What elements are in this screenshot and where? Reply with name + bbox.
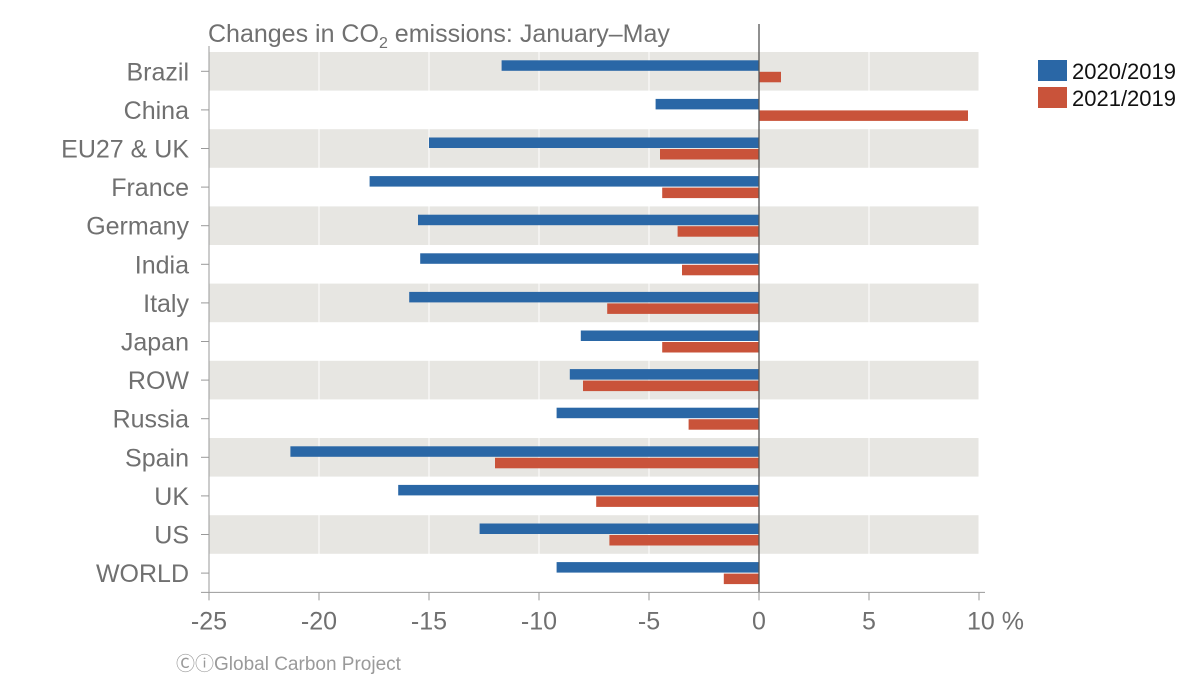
- x-tick-label: -10: [521, 607, 557, 635]
- bar-2021-eu27-uk: [660, 149, 759, 160]
- bar-2020-brazil: [501, 60, 759, 71]
- row-band: [209, 52, 979, 91]
- category-label: ROW: [128, 367, 190, 395]
- bar-2020-uk: [398, 484, 759, 496]
- x-tick-label: -25: [191, 607, 227, 635]
- bar-2020-spain: [290, 446, 759, 457]
- bar-2021-japan: [662, 342, 759, 353]
- row-band: [209, 129, 979, 168]
- bar-2020-italy: [409, 291, 759, 303]
- row-band: [209, 438, 979, 477]
- category-label: UK: [154, 483, 189, 511]
- bar-2020-row: [569, 369, 759, 380]
- bar-2021-russia: [688, 419, 759, 430]
- bar-2020-china: [655, 98, 759, 110]
- category-label: WORLD: [96, 560, 189, 588]
- category-label: India: [135, 251, 189, 279]
- x-tick-label: 0: [752, 607, 766, 635]
- x-tick-label: -15: [411, 607, 447, 635]
- category-label: Spain: [125, 444, 189, 472]
- bar-2020-japan: [580, 330, 759, 341]
- legend-swatch-2020: [1038, 60, 1067, 81]
- bar-2021-italy: [607, 303, 759, 314]
- legend-swatch-2021: [1038, 87, 1067, 108]
- bar-2020-france: [369, 176, 759, 187]
- bar-2020-india: [420, 253, 759, 264]
- category-label: Japan: [121, 329, 189, 357]
- chart-title-main: Changes in CO: [208, 20, 379, 48]
- bar-2021-china: [759, 110, 968, 121]
- category-label: EU27 & UK: [61, 136, 189, 164]
- bar-2021-brazil: [759, 71, 781, 83]
- x-tick-label: 5: [862, 607, 876, 635]
- row-band: [209, 283, 979, 323]
- bar-2020-world: [556, 562, 759, 573]
- chart-title: Changes in CO2 emissions: January–May: [208, 20, 670, 53]
- bar-2021-spain: [495, 457, 759, 469]
- category-label: US: [154, 522, 189, 550]
- category-label: France: [111, 174, 189, 202]
- bar-2021-india: [682, 264, 759, 276]
- legend-label-2020: 2020/2019: [1072, 59, 1176, 84]
- row-band: [209, 515, 979, 554]
- x-tick-label: -5: [638, 607, 660, 635]
- bar-2021-world: [723, 573, 759, 585]
- bar-2020-russia: [556, 407, 759, 419]
- chart-title-rest: emissions: January–May: [387, 20, 670, 48]
- row-band: [209, 206, 979, 245]
- bar-2021-germany: [677, 226, 759, 237]
- bar-2020-germany: [418, 214, 759, 226]
- bar-2021-france: [662, 187, 759, 199]
- chart-title-subscript: 2: [378, 35, 388, 52]
- x-tick-label: 10 %: [967, 607, 1024, 635]
- bar-2021-uk: [596, 496, 759, 507]
- bar-2021-us: [609, 535, 759, 546]
- category-label: Germany: [86, 213, 189, 241]
- bar-2021-row: [583, 380, 759, 392]
- credit-text: ⒸⓘGlobal Carbon Project: [176, 654, 401, 675]
- category-label: Russia: [113, 406, 190, 434]
- row-band: [209, 360, 979, 400]
- legend-label-2021: 2021/2019: [1072, 86, 1176, 111]
- category-label: Brazil: [126, 58, 189, 86]
- category-label: China: [124, 97, 189, 125]
- x-tick-label: -20: [301, 607, 337, 635]
- bar-2020-eu27-uk: [429, 137, 759, 148]
- category-label: Italy: [143, 290, 189, 318]
- bar-2020-us: [479, 523, 759, 534]
